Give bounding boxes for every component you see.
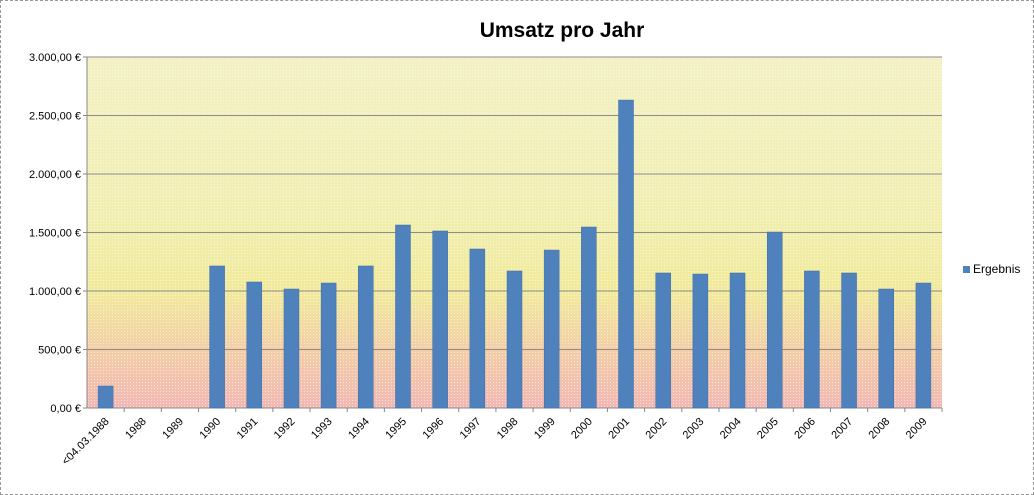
legend-swatch bbox=[963, 266, 970, 273]
x-tick-label: 2009 bbox=[904, 416, 930, 442]
x-tick-label: 1998 bbox=[495, 416, 521, 442]
x-tick-label: 2006 bbox=[792, 416, 818, 442]
bar-2005 bbox=[766, 231, 783, 409]
y-tick-label: 500,00 € bbox=[38, 345, 81, 357]
legend-label: Ergebnis bbox=[973, 262, 1020, 276]
x-tick-label: 1988 bbox=[123, 416, 149, 442]
bar-1996 bbox=[432, 230, 448, 409]
x-tick-label: 2008 bbox=[867, 416, 893, 442]
x-tick-label: 1997 bbox=[458, 416, 484, 442]
y-tick-label: 1.000,00 € bbox=[29, 286, 81, 298]
x-tick-label: 1992 bbox=[272, 416, 298, 442]
bar-1994 bbox=[358, 265, 374, 409]
x-tick-label: 1993 bbox=[309, 416, 335, 442]
x-tick-label: 2007 bbox=[829, 416, 855, 442]
x-tick-label: <04.03.1988 bbox=[60, 416, 112, 468]
y-tick-label: 2.000,00 € bbox=[29, 169, 81, 181]
y-tick-label: 2.500,00 € bbox=[29, 111, 81, 123]
bar-2007 bbox=[841, 272, 857, 409]
y-tick-label: 1.500,00 € bbox=[29, 228, 81, 240]
bar-2006 bbox=[804, 270, 820, 409]
bar-1999 bbox=[543, 249, 560, 409]
y-tick-label: 0,00 € bbox=[50, 403, 81, 415]
bar-1990 bbox=[209, 265, 225, 409]
x-tick-label: 2005 bbox=[755, 416, 781, 442]
x-tick-label: 1999 bbox=[532, 416, 558, 442]
bar-2008 bbox=[878, 288, 894, 409]
x-tick-label: 2002 bbox=[644, 416, 670, 442]
bar-1998 bbox=[506, 270, 523, 409]
y-tick-label: 3.000,00 € bbox=[29, 52, 81, 64]
x-tick-label: 2000 bbox=[569, 416, 595, 442]
bar-2000 bbox=[581, 226, 597, 409]
x-tick-label: 1995 bbox=[383, 416, 409, 442]
x-tick-label: 1989 bbox=[160, 416, 186, 442]
x-tick-label: 1996 bbox=[420, 416, 446, 442]
bar-<04.03.1988 bbox=[97, 385, 114, 409]
bar-2004 bbox=[729, 272, 746, 409]
bar-2001 bbox=[618, 99, 634, 409]
bar-2009 bbox=[915, 282, 932, 409]
bar-2002 bbox=[655, 272, 671, 409]
bar-1991 bbox=[246, 281, 263, 409]
bar-1997 bbox=[469, 248, 486, 409]
bar-2003 bbox=[692, 273, 709, 409]
x-tick-label: 2001 bbox=[606, 416, 632, 442]
x-tick-label: 2003 bbox=[681, 416, 707, 442]
legend: Ergebnis bbox=[963, 262, 1020, 276]
chart-title: Umsatz pro Jahr bbox=[480, 19, 645, 42]
bar-1992 bbox=[283, 288, 300, 409]
bar-1993 bbox=[320, 282, 337, 409]
x-tick-label: 1994 bbox=[346, 416, 372, 442]
bar-1995 bbox=[395, 224, 411, 409]
x-tick-label: 1991 bbox=[235, 416, 261, 442]
x-tick-label: 1990 bbox=[197, 416, 223, 442]
x-tick-label: 2004 bbox=[718, 416, 744, 442]
